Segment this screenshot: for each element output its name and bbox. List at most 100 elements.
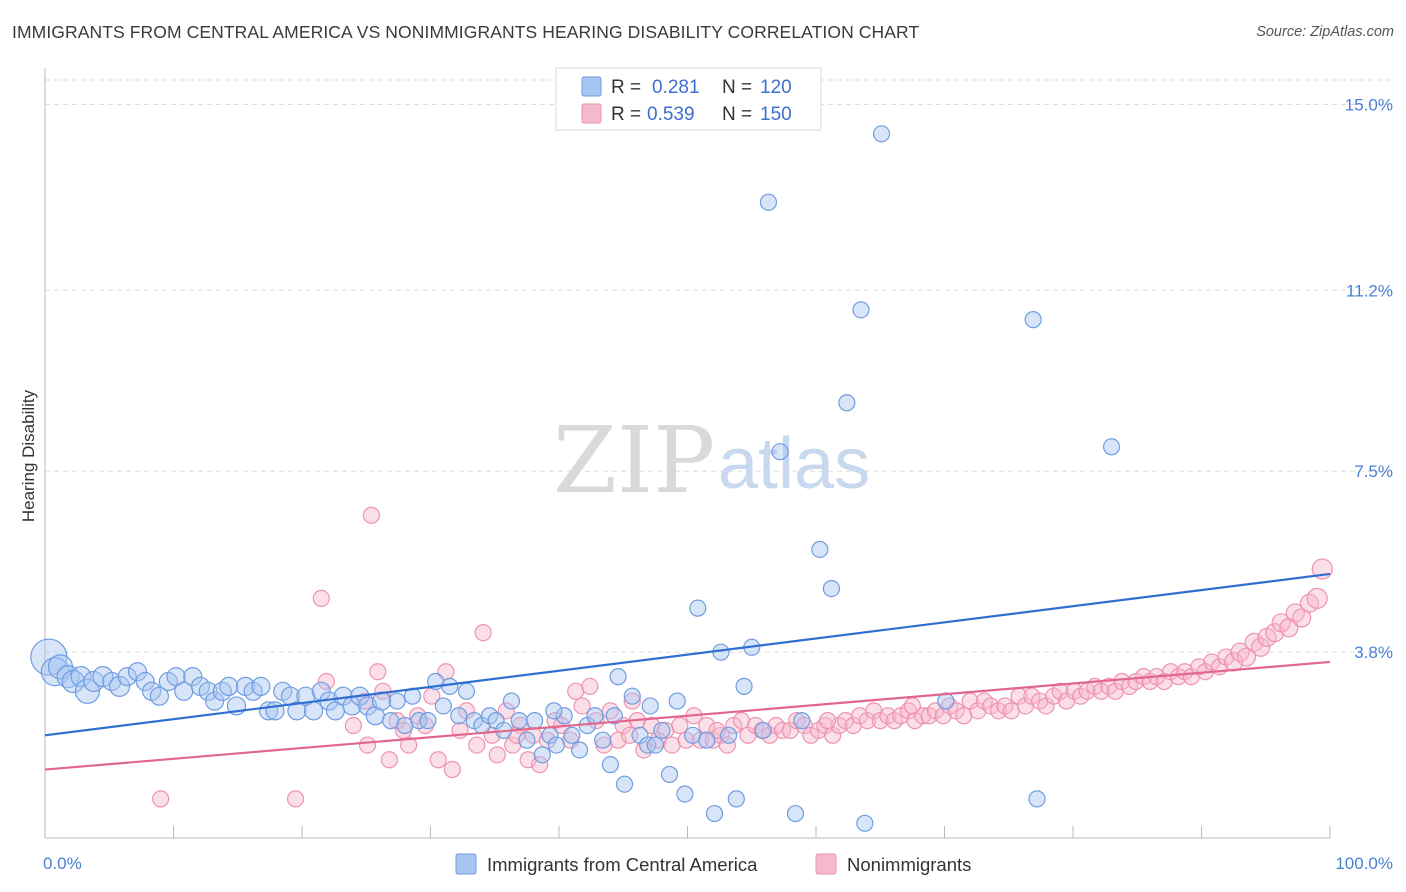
- x-tick-label-min: 0.0%: [43, 854, 82, 873]
- central-america-point: [441, 677, 459, 696]
- central-america-point: [198, 681, 218, 701]
- nonimmigrants-point: [531, 756, 549, 774]
- nonimmigrants-point: [573, 697, 591, 715]
- nonimmigrants-point: [369, 663, 387, 681]
- central-america-point: [410, 712, 428, 730]
- central-america-point: [92, 666, 114, 688]
- central-america-point: [720, 726, 738, 744]
- y-tick-label: 15.0%: [1345, 95, 1393, 114]
- legend-swatch-blue: [581, 76, 602, 97]
- nonimmigrants-point: [443, 760, 461, 779]
- central-america-point: [547, 736, 566, 754]
- central-america-point: [852, 301, 870, 319]
- y-axis-label: Hearing Disability: [19, 389, 38, 522]
- bottom-legend-label-2: Nonimmigrants: [847, 854, 971, 875]
- central-america-point: [205, 691, 225, 711]
- central-america-point: [689, 599, 707, 617]
- nonimmigrants-point: [286, 790, 305, 808]
- central-america-point: [502, 692, 521, 710]
- nonimmigrants-point: [818, 712, 837, 730]
- central-america-trendline: [44, 572, 1331, 737]
- central-america-point: [735, 677, 753, 696]
- central-america-point: [287, 701, 307, 721]
- central-america-points: [30, 125, 1121, 832]
- nonimmigrants-point: [400, 736, 418, 754]
- legend-r-label-1: R =: [611, 77, 641, 98]
- watermark-atlas: atlas: [718, 424, 870, 504]
- nonimmigrants-point: [429, 751, 447, 769]
- central-america-point: [727, 790, 745, 808]
- central-america-point: [660, 765, 679, 784]
- central-america-point: [838, 394, 856, 412]
- central-america-point: [388, 692, 406, 710]
- nonimmigrants-point: [468, 736, 486, 754]
- central-america-point: [525, 712, 544, 730]
- central-america-point: [771, 443, 789, 461]
- central-america-point: [357, 696, 378, 716]
- legend-n-label-2: N =: [722, 104, 752, 125]
- central-america-point: [1102, 438, 1121, 456]
- central-america-point: [601, 756, 620, 774]
- nonimmigrants-point: [623, 692, 641, 710]
- nonimmigrants-point: [698, 716, 716, 735]
- nonimmigrants-point: [380, 751, 398, 769]
- central-america-point: [623, 687, 641, 705]
- central-america-point: [615, 775, 634, 793]
- central-america-point: [563, 726, 581, 744]
- nonimmigrants-point: [474, 624, 492, 642]
- central-america-point: [822, 579, 841, 598]
- nonimmigrants-point: [317, 672, 336, 691]
- central-america-point: [545, 702, 563, 720]
- central-america-point: [450, 707, 468, 725]
- central-america-point: [586, 707, 604, 725]
- trendlines: [44, 572, 1331, 771]
- central-america-point: [594, 731, 612, 749]
- legend-r-value-2: 0.539: [647, 104, 695, 125]
- central-america-point: [419, 712, 437, 730]
- central-america-point: [698, 731, 716, 749]
- central-america-point: [872, 125, 891, 143]
- nonimmigrants-point: [488, 746, 506, 764]
- bottom-legend-swatch-blue: [455, 853, 477, 875]
- nonimmigrants-trendline: [44, 660, 1331, 771]
- bottom-legend-swatch-pink: [815, 853, 837, 875]
- central-america-point: [518, 731, 536, 749]
- legend-r-value-1: 0.281: [652, 77, 700, 98]
- central-america-point: [303, 701, 324, 721]
- nonimmigrants-point: [344, 716, 362, 735]
- central-america-point: [434, 697, 452, 715]
- y-tick-label: 7.5%: [1354, 462, 1393, 481]
- central-america-point: [676, 785, 694, 803]
- legend-n-label-1: N =: [722, 77, 752, 98]
- central-america-point: [646, 736, 664, 754]
- nonimmigrants-point: [934, 707, 952, 725]
- central-america-point: [183, 667, 203, 687]
- axes: [44, 68, 1331, 839]
- nonimmigrants-point: [858, 712, 877, 730]
- y-tick-label: 11.2%: [1346, 281, 1393, 300]
- central-america-point: [641, 697, 659, 715]
- central-america-point: [605, 707, 623, 725]
- central-america-point: [793, 712, 811, 730]
- correlation-legend: R = 0.281 N = 120 R = 0.539 N = 150: [555, 67, 822, 131]
- watermark-zip: ZIP: [553, 407, 715, 514]
- legend-n-value-1: 120: [760, 77, 792, 98]
- central-america-point: [754, 721, 772, 740]
- central-america-point: [251, 676, 271, 697]
- central-america-point: [117, 667, 137, 687]
- x-tick-label-max: 100.0%: [1335, 854, 1393, 873]
- nonimmigrants-point: [903, 697, 921, 715]
- central-america-point: [555, 707, 573, 725]
- central-america-point: [759, 193, 778, 211]
- nonimmigrants-point: [362, 506, 380, 524]
- nonimmigrants-point: [312, 589, 330, 607]
- nonimmigrants-point: [671, 716, 689, 735]
- central-america-point: [457, 682, 476, 700]
- source-credit: Source: ZipAtlas.com: [1256, 24, 1394, 40]
- central-america-point: [1024, 311, 1042, 329]
- legend-r-label-2: R =: [611, 104, 641, 125]
- y-tick-label: 3.8%: [1354, 643, 1393, 662]
- nonimmigrants-point: [1265, 623, 1285, 643]
- central-america-point: [653, 721, 671, 740]
